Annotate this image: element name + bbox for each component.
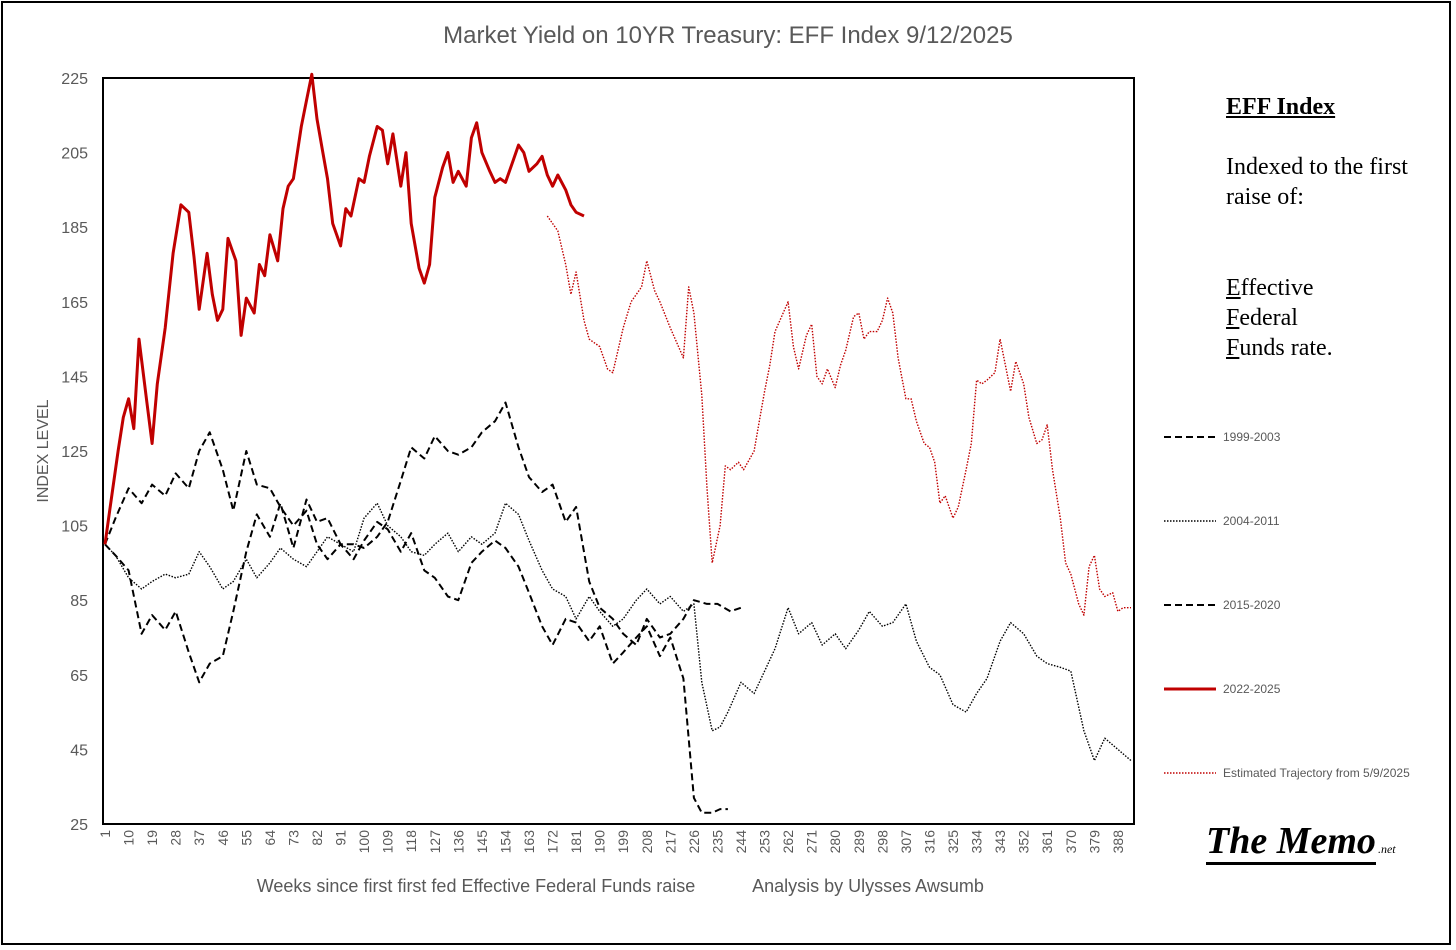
legend-label: 2015-2020: [1223, 598, 1281, 612]
series-line-2022-2025: [103, 72, 585, 545]
x-tick-label: 118: [403, 830, 419, 853]
series-line-2004-2011: [104, 502, 1132, 762]
legend-label: Estimated Trajectory from 5/9/2025: [1223, 766, 1410, 780]
x-tick-label: 190: [592, 830, 608, 854]
legend-label: 2004-2011: [1223, 514, 1280, 528]
series-layer: [103, 72, 1132, 814]
note-body: Indexed to the first raise of:: [1226, 154, 1408, 210]
x-tick-label: 235: [709, 830, 725, 854]
x-tick-label: 217: [662, 830, 678, 854]
note-terms: Effective Federal Funds rate.: [1226, 273, 1333, 363]
x-tick-label: 298: [874, 830, 890, 854]
x-axis: 1 10 19 28 37 46 55 64 73 82 91 100 109 118 127 136 145 1…: [97, 830, 1126, 854]
x-tick-label: 199: [615, 830, 631, 854]
x-tick-label: 316: [921, 830, 937, 854]
x-tick-label: 154: [497, 830, 513, 854]
x-tick-label: 262: [780, 830, 796, 854]
x-tick-label: 37: [191, 830, 207, 846]
x-tick-label: 307: [898, 830, 914, 854]
x-tick-label: 226: [686, 830, 702, 854]
x-tick-label: 145: [474, 830, 490, 854]
x-tick-label: 55: [238, 830, 254, 846]
x-tick-label: 334: [969, 830, 985, 854]
series-line-2015-2020: [104, 401, 742, 684]
x-tick-label: 280: [827, 830, 843, 854]
x-tick-label: 370: [1063, 830, 1079, 854]
brand-logo: The Memo .net: [1206, 819, 1396, 865]
x-axis-label: Weeks since first first fed Effective Fe…: [257, 876, 696, 896]
plot-area: [102, 77, 1135, 825]
x-tick-label: 352: [1016, 830, 1032, 854]
x-tick-label: 289: [851, 830, 867, 854]
x-tick-label: 46: [215, 830, 231, 846]
x-tick-label: 82: [309, 830, 325, 846]
x-tick-label: 109: [380, 830, 396, 854]
term-effective: Effective: [1226, 275, 1314, 301]
brand-suffix: .net: [1377, 842, 1396, 856]
term-federal: Federal: [1226, 305, 1298, 331]
x-tick-label: 172: [545, 830, 561, 854]
y-tick-label: 225: [61, 71, 88, 88]
x-tick-label: 28: [168, 830, 184, 846]
y-tick-label: 185: [61, 220, 88, 237]
x-tick-label: 325: [945, 830, 961, 854]
y-tick-label: 145: [61, 369, 88, 386]
y-tick-label: 105: [61, 519, 88, 536]
y-tick-label: 165: [61, 295, 88, 312]
x-tick-label: 91: [333, 830, 349, 846]
term-funds: Funds rate.: [1226, 335, 1333, 361]
x-tick-label: 136: [450, 830, 466, 854]
brand-name: The Memo: [1206, 820, 1376, 865]
x-tick-label: 361: [1039, 830, 1055, 854]
x-tick-label: 181: [568, 830, 584, 854]
x-tick-label: 19: [144, 830, 160, 846]
x-tick-label: 73: [285, 830, 301, 846]
y-tick-label: 85: [70, 593, 88, 610]
x-tick-label: 343: [992, 830, 1008, 854]
series-line-1999-2003: [104, 431, 728, 814]
y-tick-label: 125: [61, 444, 88, 461]
chart-title: Market Yield on 10YR Treasury: EFF Index…: [443, 22, 1013, 49]
legend: 1999-2003 2004-2011 2015-2020 2022-2025 Esti…: [1164, 430, 1410, 780]
x-tick-label: 208: [639, 830, 655, 854]
series-line-estimated-trajectory-from-5-9-2025: [546, 215, 1131, 616]
x-tick-label: 388: [1110, 830, 1126, 854]
legend-label: 1999-2003: [1223, 430, 1281, 444]
legend-label: 2022-2025: [1223, 682, 1281, 696]
y-tick-label: 65: [70, 668, 88, 685]
note-title: EFF Index: [1226, 94, 1336, 120]
y-axis-label: INDEX LEVEL: [35, 399, 52, 502]
y-tick-label: 45: [70, 742, 88, 759]
y-tick-label: 25: [70, 817, 88, 834]
x-tick-label: 10: [121, 830, 137, 846]
y-tick-label: 205: [61, 146, 88, 163]
x-tick-label: 271: [804, 830, 820, 854]
x-tick-label: 163: [521, 830, 537, 854]
y-axis: 225 205 185 165 145 125 105 85 65 45 25: [61, 71, 88, 834]
x-tick-label: 127: [427, 830, 443, 854]
x-tick-label: 379: [1086, 830, 1102, 854]
x-tick-label: 244: [733, 830, 749, 854]
x-tick-label: 100: [356, 830, 372, 854]
x-tick-label: 253: [757, 830, 773, 854]
x-tick-label: 1: [97, 830, 113, 838]
analysis-credit: Analysis by Ulysses Awsumb: [752, 876, 984, 896]
x-tick-label: 64: [262, 830, 278, 846]
